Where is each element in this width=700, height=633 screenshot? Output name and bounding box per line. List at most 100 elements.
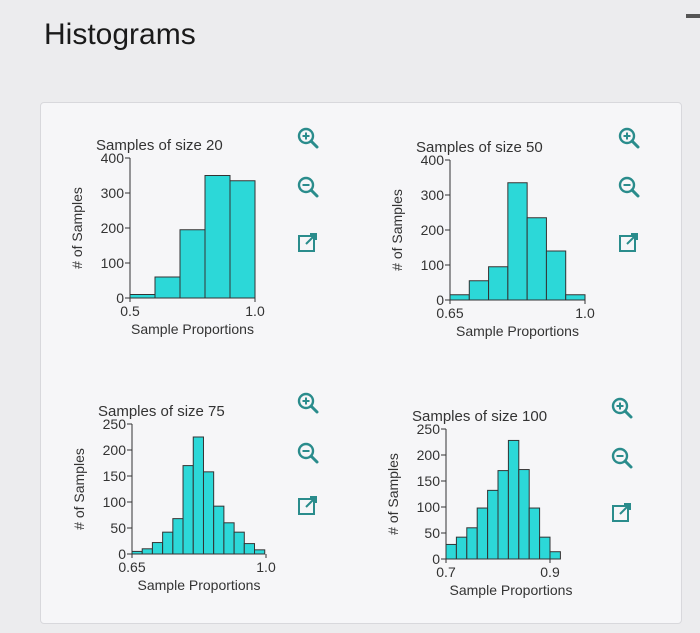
popout-icon	[617, 231, 641, 255]
x-axis-label: Sample Proportions	[138, 577, 261, 593]
x-tick-label: 0.65	[436, 305, 463, 321]
page-title: Histograms	[44, 18, 196, 51]
x-tick-label: 0.65	[118, 559, 145, 575]
chart-title: Samples of size 75	[98, 403, 225, 420]
chart-title: Samples of size 20	[96, 137, 223, 154]
histogram-bar-4	[526, 217, 547, 301]
histogram-bar-6	[507, 439, 520, 560]
popout-icon	[296, 494, 320, 518]
x-tick-label: 0.5	[120, 303, 140, 319]
histogram-bar-1	[141, 548, 153, 555]
histogram-size-50: Samples of size 50 0 100 200 300 400 0.65 1.0 Sa…	[389, 139, 595, 339]
zoom-in-button[interactable]	[614, 123, 644, 153]
histogram-bar-1	[154, 276, 181, 299]
zoom-out-icon	[610, 446, 634, 470]
popout-button[interactable]	[293, 491, 323, 521]
histogram-bar-7	[202, 471, 215, 555]
x-tick-label: 1.0	[256, 559, 276, 575]
y-tick-label: 100	[417, 499, 441, 515]
histogram-bar-10	[549, 551, 561, 560]
histogram-bar-3	[204, 175, 231, 299]
histogram-bar-3	[507, 182, 528, 301]
window-control[interactable]	[686, 14, 700, 18]
histogram-bar-0	[129, 294, 156, 299]
y-tick-label: 200	[101, 220, 125, 236]
histogram-bar-9	[223, 522, 235, 555]
histogram-bar-12	[254, 549, 266, 555]
y-tick-label: 300	[101, 185, 125, 201]
y-tick-label: 250	[103, 416, 127, 432]
histograms-panel	[40, 102, 682, 624]
histogram-bar-2	[179, 229, 206, 299]
y-axis-label: # of Samples	[71, 448, 87, 530]
y-tick-label: 100	[101, 255, 125, 271]
x-tick-label: 1.0	[575, 305, 595, 321]
x-axis-label: Sample Proportions	[131, 321, 254, 337]
zoom-in-button[interactable]	[607, 393, 637, 423]
histogram-bar-2	[466, 527, 478, 560]
zoom-in-icon	[617, 126, 641, 150]
popout-button[interactable]	[293, 228, 323, 258]
histogram-bar-1	[468, 280, 490, 301]
histogram-bar-2	[488, 266, 509, 301]
chart-title: Samples of size 100	[412, 408, 547, 425]
y-tick-label: 100	[421, 257, 445, 273]
chart-title: Samples of size 50	[416, 139, 543, 156]
histogram-bar-4	[487, 489, 499, 560]
popout-button[interactable]	[614, 228, 644, 258]
y-axis-label: # of Samples	[69, 187, 85, 269]
histogram-bar-2	[151, 542, 164, 555]
histogram-bar-6	[192, 436, 204, 555]
zoom-out-button[interactable]	[293, 438, 323, 468]
y-tick-label: 250	[417, 421, 441, 437]
zoom-in-button[interactable]	[293, 123, 323, 153]
histogram-bar-7	[518, 469, 530, 560]
popout-button[interactable]	[607, 498, 637, 528]
histogram-bar-0	[131, 550, 143, 555]
histogram-bar-11	[243, 543, 256, 555]
y-tick-label: 50	[424, 525, 440, 541]
zoom-out-button[interactable]	[614, 172, 644, 202]
histogram-size-20: Samples of size 20 0 100 200 300 400 0.5 1.0 Sam…	[69, 137, 265, 337]
histogram-bar-0	[445, 543, 457, 560]
histogram-bar-4	[172, 518, 184, 555]
histogram-bar-10	[233, 531, 245, 555]
x-tick-label: 0.9	[540, 564, 560, 580]
y-tick-label: 200	[421, 222, 445, 238]
histogram-bar-5	[182, 465, 194, 555]
y-tick-label: 400	[421, 152, 445, 168]
y-tick-label: 50	[110, 520, 126, 536]
y-axis-label: # of Samples	[385, 453, 401, 535]
x-axis-label: Sample Proportions	[456, 323, 579, 339]
histogram-bar-9	[539, 536, 551, 560]
zoom-in-button[interactable]	[293, 388, 323, 418]
zoom-in-icon	[296, 391, 320, 415]
zoom-in-icon	[296, 126, 320, 150]
y-tick-label: 0	[432, 551, 440, 567]
zoom-out-icon	[296, 175, 320, 199]
y-tick-label: 0	[116, 290, 124, 306]
zoom-out-button[interactable]	[607, 443, 637, 473]
zoom-in-icon	[610, 396, 634, 420]
histogram-bar-5	[545, 250, 567, 301]
histogram-bar-1	[455, 536, 468, 560]
x-axis-label: Sample Proportions	[450, 582, 573, 598]
histogram-bar-4	[229, 180, 256, 299]
zoom-out-button[interactable]	[293, 172, 323, 202]
x-tick-label: 0.7	[436, 564, 456, 580]
y-tick-label: 400	[101, 150, 125, 166]
histogram-bar-3	[162, 531, 174, 555]
histogram-size-100: Samples of size 100 0 50 100 150 200 250 0.7 0.9…	[385, 408, 573, 598]
histogram-bar-8	[528, 507, 541, 560]
y-tick-label: 0	[436, 292, 444, 308]
popout-icon	[296, 231, 320, 255]
y-tick-label: 100	[103, 494, 127, 510]
histogram-size-75: Samples of size 75 0 50 100 150 200 250 0.65 1.0…	[71, 403, 276, 593]
zoom-out-icon	[296, 441, 320, 465]
histogram-bar-6	[565, 294, 586, 301]
zoom-out-icon	[617, 175, 641, 199]
y-tick-label: 300	[421, 187, 445, 203]
histogram-bar-8	[213, 505, 225, 555]
histogram-bar-0	[449, 294, 470, 301]
x-tick-label: 1.0	[245, 303, 265, 319]
